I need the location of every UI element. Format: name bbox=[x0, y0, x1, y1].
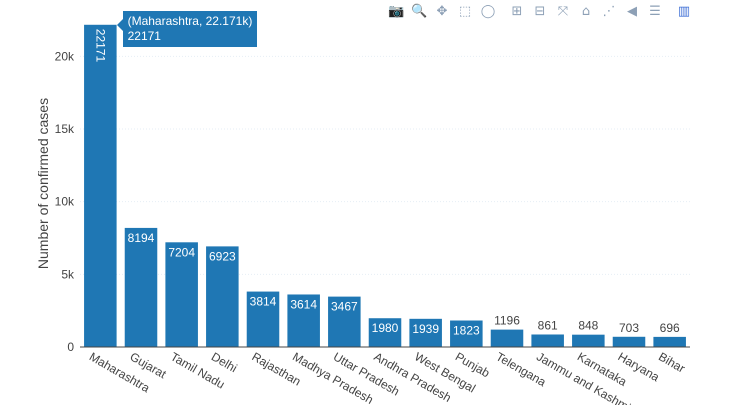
bar-value-label: 7204 bbox=[168, 245, 195, 259]
bar bbox=[206, 246, 239, 347]
plotly-logo-icon[interactable]: ▥ bbox=[677, 4, 691, 19]
lasso-select-icon[interactable]: ◯ bbox=[480, 4, 496, 19]
zoom-icon[interactable]: 🔍 bbox=[411, 4, 428, 19]
modebar-toolbar: 📷 🔍 ✥ ⬚ ◯ ⊞ ⊟ ⤧ ⌂ ⋰ ◀ ☰ ▥ bbox=[388, 2, 699, 22]
autoscale-icon[interactable]: ⤧ bbox=[557, 4, 569, 19]
hover-tooltip: (Maharashtra, 22.171k) 22171 bbox=[122, 10, 258, 47]
bar-value-label: 1939 bbox=[412, 322, 439, 336]
bar bbox=[328, 296, 361, 347]
y-tick-label: 20k bbox=[55, 49, 75, 63]
bar-value-label: 696 bbox=[660, 321, 680, 335]
bar-value-label: 22171 bbox=[93, 29, 107, 63]
bar bbox=[572, 334, 605, 347]
bar-value-label: 1980 bbox=[372, 321, 399, 335]
bar-value-label: 703 bbox=[619, 321, 639, 335]
y-tick-label: 15k bbox=[55, 122, 75, 136]
bar bbox=[612, 336, 646, 347]
hover-compare-icon[interactable]: ☰ bbox=[649, 4, 661, 19]
bar-value-label: 3614 bbox=[290, 297, 317, 311]
bar bbox=[124, 227, 158, 347]
bar bbox=[531, 334, 564, 347]
bar bbox=[450, 320, 483, 347]
hover-tooltip-line1: (Maharashtra, 22.171k) bbox=[127, 13, 253, 28]
bar bbox=[165, 242, 198, 347]
pan-icon[interactable]: ✥ bbox=[436, 4, 448, 19]
y-tick-label: 0 bbox=[67, 340, 74, 354]
bar-value-label: 6923 bbox=[209, 249, 236, 263]
bar bbox=[409, 318, 442, 347]
bar-value-label: 848 bbox=[578, 319, 598, 333]
y-tick-label: 5k bbox=[61, 267, 75, 281]
hover-tooltip-line2: 22171 bbox=[127, 28, 161, 43]
bar bbox=[246, 291, 280, 347]
camera-icon[interactable]: 📷 bbox=[388, 4, 405, 19]
bar-value-label: 8194 bbox=[128, 231, 155, 245]
reset-axes-icon[interactable]: ⌂ bbox=[581, 4, 591, 19]
zoom-in-icon[interactable]: ⊞ bbox=[511, 4, 523, 19]
spike-lines-icon[interactable]: ⋰ bbox=[602, 4, 616, 19]
bar-value-label: 1196 bbox=[494, 314, 520, 328]
bar bbox=[490, 329, 524, 347]
bar-value-label: 861 bbox=[538, 318, 558, 332]
bar bbox=[653, 336, 686, 347]
bar bbox=[287, 294, 320, 347]
y-tick-label: 10k bbox=[55, 195, 75, 209]
hover-tooltip-arrow bbox=[116, 18, 123, 31]
bar bbox=[84, 24, 117, 348]
bar-value-label: 1823 bbox=[453, 324, 480, 338]
bar-value-label: 3814 bbox=[250, 295, 277, 309]
hover-closest-icon[interactable]: ◀ bbox=[627, 4, 637, 19]
bar bbox=[368, 318, 402, 347]
zoom-out-icon[interactable]: ⊟ bbox=[534, 4, 546, 19]
y-axis-title: Number of confirmed cases bbox=[35, 98, 51, 269]
box-select-icon[interactable]: ⬚ bbox=[458, 4, 472, 19]
bar-value-label: 3467 bbox=[331, 300, 358, 314]
